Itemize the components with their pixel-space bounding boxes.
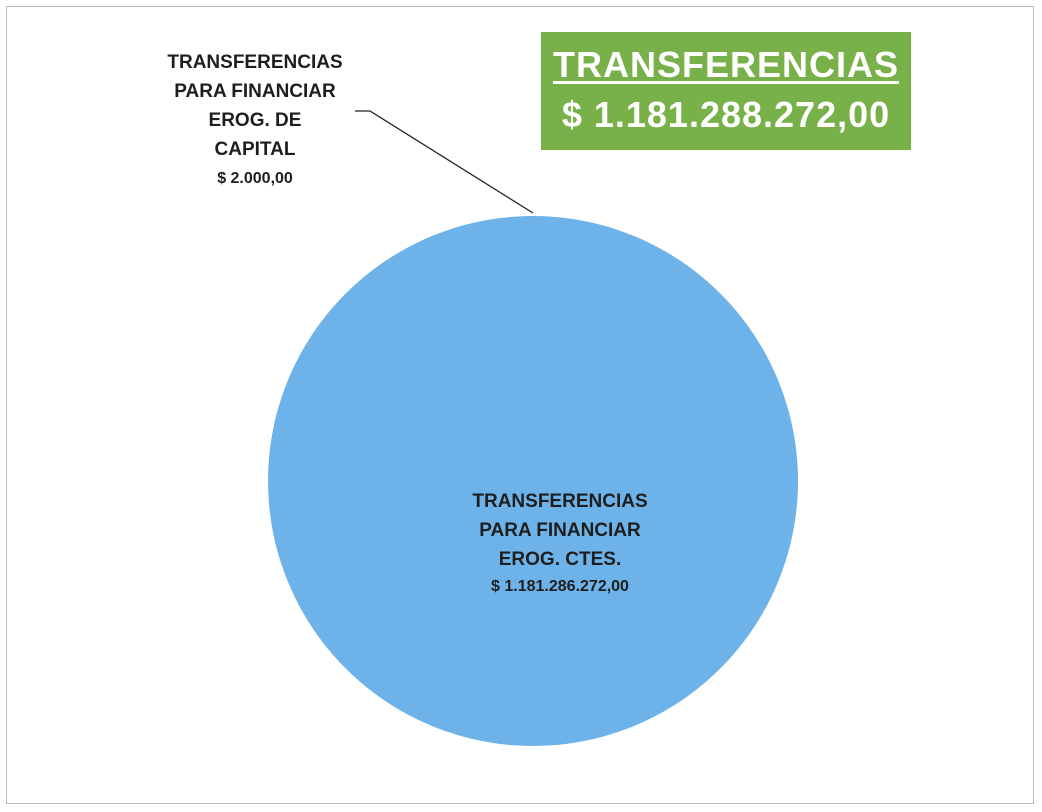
leader-line <box>355 110 534 214</box>
pie-slice <box>268 215 799 746</box>
slice-label: TRANSFERENCIAS PARA FINANCIAR EROG. CTES… <box>472 491 648 570</box>
slice-label: TRANSFERENCIAS PARA FINANCIAR EROG. DE C… <box>167 52 343 160</box>
chart-subtitle: $ 1.181.288.272,00 <box>561 94 891 135</box>
title-box: TRANSFERENCIAS $ 1.181.288.272,00 <box>541 32 911 150</box>
value-label: $ 1.181.286.272,00 <box>491 578 629 595</box>
chart-title: TRANSFERENCIAS <box>552 44 899 85</box>
frame <box>6 6 1034 804</box>
value-label: $ 2.000,00 <box>217 170 293 187</box>
